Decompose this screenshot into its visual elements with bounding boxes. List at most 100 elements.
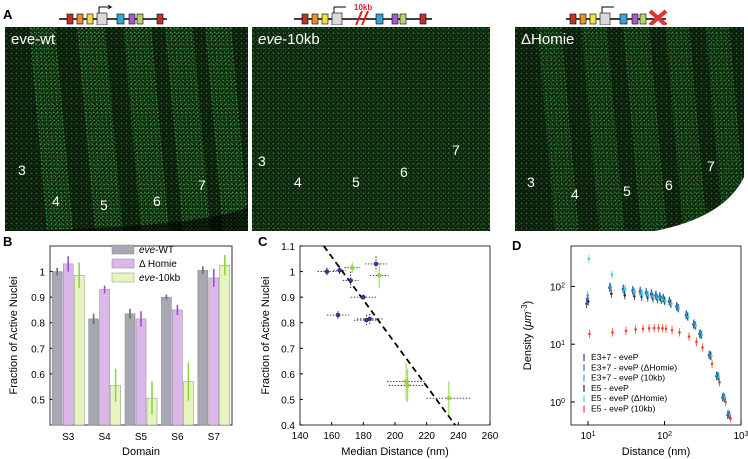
data-point <box>729 417 732 420</box>
y-tick-label: 1.1 <box>281 242 295 253</box>
bar <box>62 263 74 426</box>
data-point <box>634 328 637 331</box>
y-tick-label: 100 <box>550 397 565 409</box>
data-point <box>660 298 664 301</box>
data-point <box>647 327 651 330</box>
bar <box>73 275 85 426</box>
domain-label: 3 <box>527 174 535 190</box>
bar <box>124 313 136 426</box>
x-tick-label: S4 <box>98 432 111 443</box>
legend-label: E3+7 - eveP (ΔHomie) <box>591 362 677 372</box>
construct-diagram-10kb: 10kb <box>294 3 432 25</box>
y-axis-label: Density (μm-3) <box>520 301 535 370</box>
data-point <box>718 380 721 384</box>
y-tick-label: 0.5 <box>281 395 295 406</box>
domain-label: 4 <box>294 174 302 190</box>
data-point <box>652 295 655 299</box>
chart-b-bar: 0.5 0.6 0.7 0.8 0.9 1 S3 S4 S5 S6 S7 Domain Fraction… <box>8 244 233 458</box>
x-tick-label: 180 <box>355 431 372 442</box>
domain-label: 5 <box>100 197 108 213</box>
domain-label: 6 <box>400 164 408 180</box>
bar <box>197 270 209 426</box>
x-tick-label: 160 <box>323 431 340 442</box>
y-tick-label: 102 <box>550 282 565 294</box>
data-point <box>587 257 591 261</box>
domain-label: 3 <box>18 162 26 178</box>
data-point <box>710 354 713 358</box>
data-point <box>678 331 681 334</box>
y-tick-label: 0.9 <box>31 293 45 304</box>
data-point <box>661 327 664 330</box>
domain-label: 5 <box>623 183 631 199</box>
data-point <box>588 332 591 336</box>
bar <box>172 309 183 426</box>
y-tick-label: 0.4 <box>281 421 295 432</box>
data-point <box>700 333 704 337</box>
data-point <box>586 294 589 297</box>
x-tick-label: 220 <box>418 431 435 442</box>
microscopy-label: ΔHomie <box>521 31 575 48</box>
data-point <box>657 326 660 330</box>
data-point <box>586 300 590 303</box>
y-tick-label: 0.8 <box>31 319 45 330</box>
data-point <box>670 302 673 306</box>
microscopy-label: eve-wt <box>11 31 56 48</box>
construct-break-label: 10kb <box>354 3 372 12</box>
data-point <box>324 269 330 274</box>
domain-label: 7 <box>707 158 715 174</box>
bar <box>99 289 110 426</box>
data-point <box>335 312 341 318</box>
data-point <box>373 261 379 267</box>
y-tick-label: 0.9 <box>281 293 295 304</box>
data-point <box>610 292 613 295</box>
data-point <box>624 329 628 333</box>
panel-label-a: A <box>3 7 13 22</box>
x-axis-label: Median Distance (nm) <box>341 446 449 458</box>
data-point <box>623 294 627 297</box>
domain-label: 6 <box>153 193 161 209</box>
domain-label: 3 <box>258 153 266 169</box>
series <box>588 323 732 423</box>
bar <box>135 318 147 426</box>
y-tick-label: 1 <box>39 268 45 279</box>
data-point <box>405 383 410 388</box>
x-tick-label: 102 <box>657 431 672 443</box>
data-point <box>701 346 704 349</box>
data-point <box>670 328 674 332</box>
x-tick-label: S3 <box>62 432 75 443</box>
data-point <box>687 335 691 338</box>
microscopy-eve-10kb: eve-10kb 3 4 5 6 7 <box>252 27 490 231</box>
chart-c-scatter: 0.4 0.5 0.6 0.7 0.8 0.9 1 1.1 140 160 180 200 220 240… <box>260 242 499 458</box>
data-point <box>641 327 645 331</box>
fit-line <box>323 245 456 426</box>
microscopy-label: eve-10kb <box>258 31 320 48</box>
data-point <box>641 292 644 296</box>
bar <box>208 277 220 426</box>
data-point <box>446 395 452 401</box>
legend: eve-WT Δ Homie eve-10kb <box>111 244 181 284</box>
x-axis-label: Domain <box>122 446 160 458</box>
data-point <box>647 294 650 297</box>
panel-label-d: D <box>512 238 522 253</box>
data-point <box>633 290 637 294</box>
data-point <box>624 287 627 291</box>
data-point <box>611 331 614 334</box>
legend-label: E3+7 - eveP <box>591 352 639 362</box>
domain-label: 7 <box>198 177 206 193</box>
data-point <box>361 294 366 300</box>
data-point <box>694 324 698 327</box>
legend-label: eve-10kb <box>139 273 181 284</box>
legend-swatch <box>111 244 135 255</box>
x-tick-label: S6 <box>171 432 184 443</box>
x-tick-label: 260 <box>482 431 499 442</box>
y-axis-label: Fraction of Active Nuclei <box>260 277 272 395</box>
legend-swatch <box>111 258 135 269</box>
legend-swatch <box>111 272 135 283</box>
legend-label: E5 - eveP <box>591 383 629 393</box>
bar <box>219 264 231 426</box>
construct-diagram-wt <box>59 5 167 25</box>
data-point <box>349 265 355 271</box>
data-point <box>724 400 727 404</box>
